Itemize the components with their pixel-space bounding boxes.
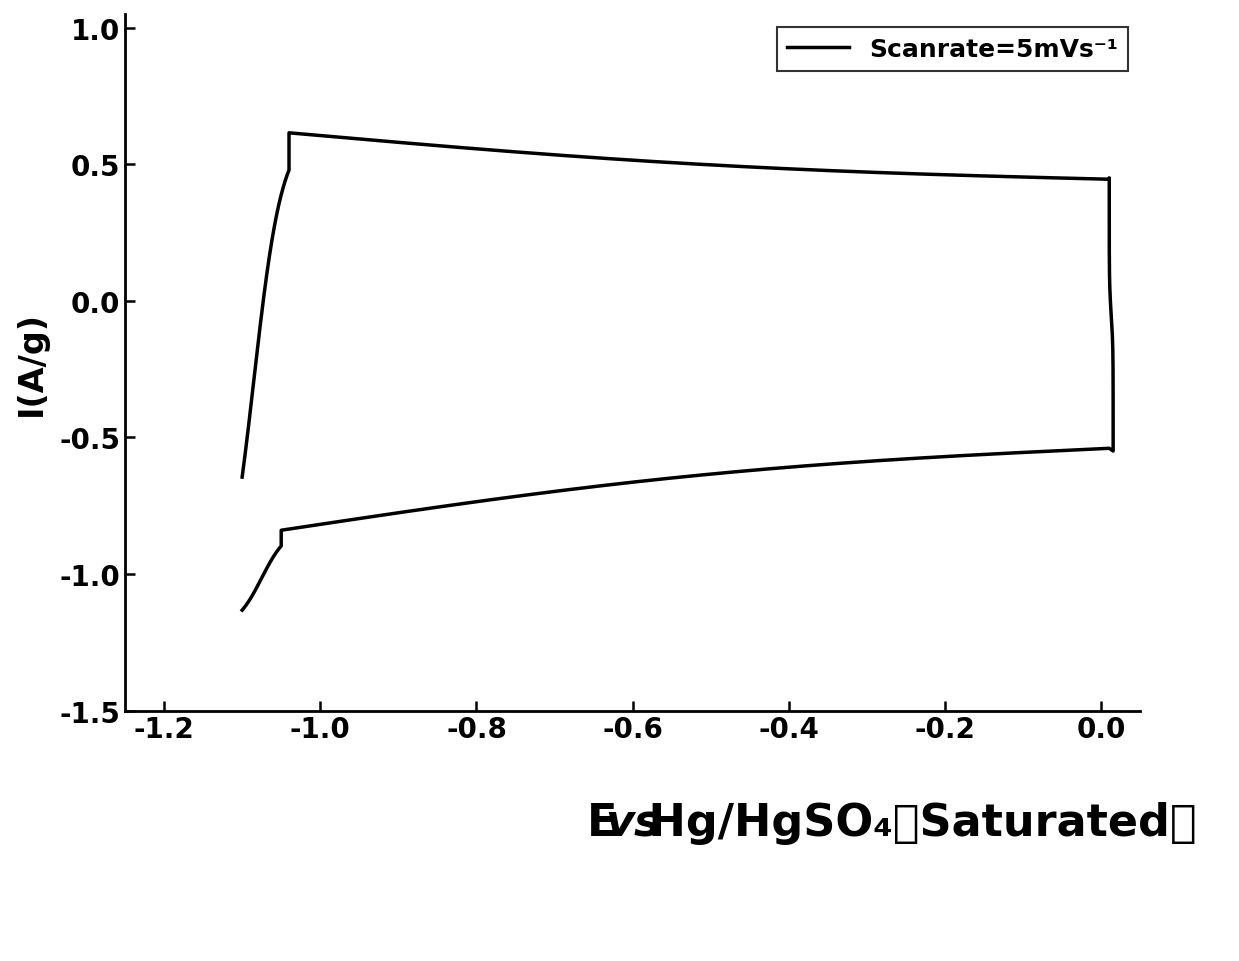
Scanrate=5mVs⁻¹ <box>828 166 843 178</box>
Text: E: E <box>587 801 633 844</box>
Scanrate=5mVs⁻¹ <box>276 180 291 191</box>
Scanrate=5mVs⁻¹ <box>245 382 260 394</box>
Scanrate=5mVs⁻¹ <box>253 575 268 586</box>
Scanrate=5mVs⁻¹ <box>234 472 249 483</box>
Line: Scanrate=5mVs⁻¹: Scanrate=5mVs⁻¹ <box>242 134 1113 610</box>
Scanrate=5mVs⁻¹ <box>234 604 249 616</box>
Y-axis label: I(A/g): I(A/g) <box>15 310 48 415</box>
Scanrate=5mVs⁻¹ <box>1085 444 1100 456</box>
Legend: Scanrate=5mVs⁻¹: Scanrate=5mVs⁻¹ <box>777 28 1127 71</box>
Text: vs: vs <box>605 801 660 844</box>
Text: Hg/HgSO₄（Saturated）: Hg/HgSO₄（Saturated） <box>633 801 1197 844</box>
Scanrate=5mVs⁻¹ <box>248 586 263 598</box>
Scanrate=5mVs⁻¹ <box>281 128 296 139</box>
